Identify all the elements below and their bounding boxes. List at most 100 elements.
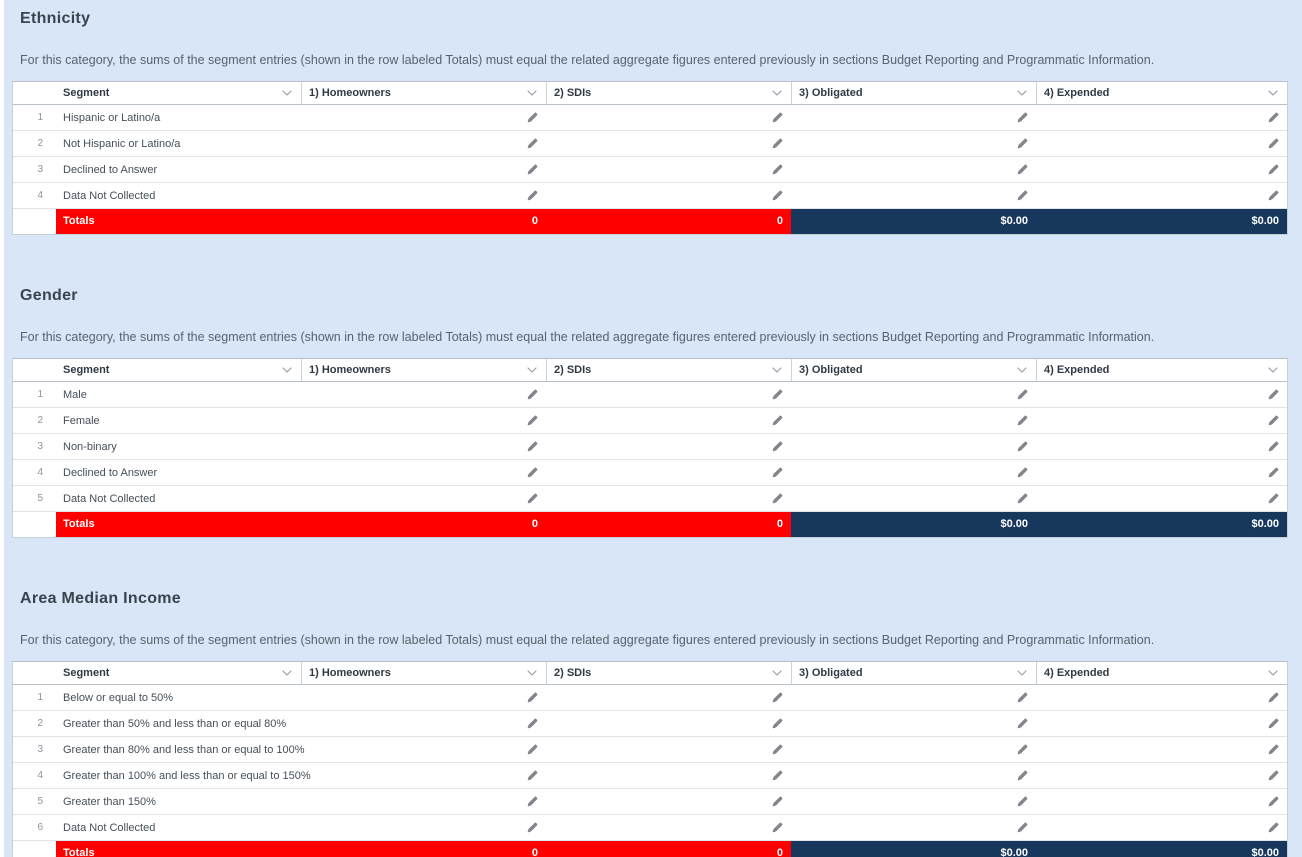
editable-value-cell[interactable] — [1036, 685, 1287, 710]
editable-value-cell[interactable] — [791, 815, 1036, 840]
chevron-down-icon[interactable] — [527, 90, 537, 96]
editable-value-cell[interactable] — [546, 486, 791, 511]
chevron-down-icon[interactable] — [1017, 670, 1027, 676]
editable-value-cell[interactable] — [301, 183, 546, 208]
editable-value-cell[interactable] — [301, 157, 546, 182]
chevron-down-icon[interactable] — [282, 670, 292, 676]
editable-value-cell[interactable] — [546, 131, 791, 156]
editable-value-cell[interactable] — [546, 434, 791, 459]
column-header-3: 3) Obligated — [791, 82, 1036, 104]
editable-value-cell[interactable] — [301, 460, 546, 485]
editable-value-cell[interactable] — [1036, 105, 1287, 130]
editable-value-cell[interactable] — [791, 685, 1036, 710]
editable-value-cell[interactable] — [546, 711, 791, 736]
editable-value-cell[interactable] — [791, 382, 1036, 407]
table-row: 5 Data Not Collected — [13, 486, 1287, 512]
column-header-1: 1) Homeowners — [301, 662, 546, 684]
editable-value-cell[interactable] — [1036, 382, 1287, 407]
editable-value-cell[interactable] — [1036, 711, 1287, 736]
editable-value-cell[interactable] — [791, 789, 1036, 814]
editable-value-cell[interactable] — [791, 131, 1036, 156]
editable-value-cell[interactable] — [301, 685, 546, 710]
editable-value-cell[interactable] — [301, 763, 546, 788]
editable-value-cell[interactable] — [1036, 815, 1287, 840]
editable-value-cell[interactable] — [1036, 789, 1287, 814]
editable-value-cell[interactable] — [791, 737, 1036, 762]
row-number: 4 — [37, 190, 43, 201]
column-header-label: 2) SDIs — [554, 87, 592, 99]
segment-label-cell: Data Not Collected — [63, 492, 156, 505]
column-header-4: 4) Expended — [1036, 82, 1287, 104]
pencil-icon — [1268, 493, 1279, 504]
editable-value-cell[interactable] — [1036, 737, 1287, 762]
pencil-icon — [1017, 138, 1028, 149]
column-header-label: 3) Obligated — [799, 667, 863, 679]
editable-value-cell[interactable] — [546, 105, 791, 130]
editable-value-cell[interactable] — [546, 737, 791, 762]
chevron-down-icon[interactable] — [1017, 90, 1027, 96]
editable-value-cell[interactable] — [791, 763, 1036, 788]
editable-value-cell[interactable] — [546, 763, 791, 788]
editable-value-cell[interactable] — [301, 737, 546, 762]
chevron-down-icon[interactable] — [772, 367, 782, 373]
editable-value-cell[interactable] — [791, 460, 1036, 485]
pencil-icon — [772, 164, 783, 175]
editable-value-cell[interactable] — [791, 434, 1036, 459]
editable-value-cell[interactable] — [1036, 486, 1287, 511]
column-header-label: 4) Expended — [1044, 667, 1110, 679]
editable-value-cell[interactable] — [301, 382, 546, 407]
chevron-down-icon[interactable] — [1268, 367, 1278, 373]
editable-value-cell[interactable] — [791, 408, 1036, 433]
table-row: 3 Non-binary — [13, 434, 1287, 460]
editable-value-cell[interactable] — [791, 105, 1036, 130]
pencil-icon — [1268, 389, 1279, 400]
column-header-1: 1) Homeowners — [301, 359, 546, 381]
editable-value-cell[interactable] — [791, 711, 1036, 736]
editable-value-cell[interactable] — [1036, 460, 1287, 485]
section-description: For this category, the sums of the segme… — [20, 633, 1155, 647]
editable-value-cell[interactable] — [546, 408, 791, 433]
editable-value-cell[interactable] — [546, 815, 791, 840]
chevron-down-icon[interactable] — [282, 90, 292, 96]
pencil-icon — [527, 138, 538, 149]
editable-value-cell[interactable] — [546, 685, 791, 710]
pencil-icon — [1268, 692, 1279, 703]
editable-value-cell[interactable] — [1036, 434, 1287, 459]
editable-value-cell[interactable] — [1036, 183, 1287, 208]
editable-value-cell[interactable] — [301, 711, 546, 736]
column-header-label: 4) Expended — [1044, 87, 1110, 99]
chevron-down-icon[interactable] — [772, 90, 782, 96]
editable-value-cell[interactable] — [546, 382, 791, 407]
totals-value-cell: $0.00 — [1036, 841, 1287, 857]
chevron-down-icon[interactable] — [1268, 90, 1278, 96]
chevron-down-icon[interactable] — [1268, 670, 1278, 676]
editable-value-cell[interactable] — [546, 157, 791, 182]
editable-value-cell[interactable] — [791, 486, 1036, 511]
editable-value-cell[interactable] — [1036, 408, 1287, 433]
editable-value-cell[interactable] — [301, 131, 546, 156]
editable-value-cell[interactable] — [301, 789, 546, 814]
editable-value-cell[interactable] — [546, 460, 791, 485]
editable-value-cell[interactable] — [301, 105, 546, 130]
editable-value-cell[interactable] — [791, 183, 1036, 208]
chevron-down-icon[interactable] — [282, 367, 292, 373]
editable-value-cell[interactable] — [301, 486, 546, 511]
chevron-down-icon[interactable] — [1017, 367, 1027, 373]
editable-value-cell[interactable] — [301, 408, 546, 433]
editable-value-cell[interactable] — [1036, 157, 1287, 182]
editable-value-cell[interactable] — [1036, 763, 1287, 788]
chevron-down-icon[interactable] — [527, 367, 537, 373]
editable-value-cell[interactable] — [301, 434, 546, 459]
pencil-icon — [1017, 692, 1028, 703]
segment-label-cell: Not Hispanic or Latino/a — [63, 137, 181, 150]
editable-value-cell[interactable] — [546, 789, 791, 814]
editable-value-cell[interactable] — [791, 157, 1036, 182]
column-header-label: 1) Homeowners — [309, 364, 391, 376]
editable-value-cell[interactable] — [546, 183, 791, 208]
chevron-down-icon[interactable] — [772, 670, 782, 676]
editable-value-cell[interactable] — [1036, 131, 1287, 156]
chevron-down-icon[interactable] — [527, 670, 537, 676]
pencil-icon — [1017, 467, 1028, 478]
editable-value-cell[interactable] — [301, 815, 546, 840]
segment-label-cell: Declined to Answer — [63, 163, 158, 176]
